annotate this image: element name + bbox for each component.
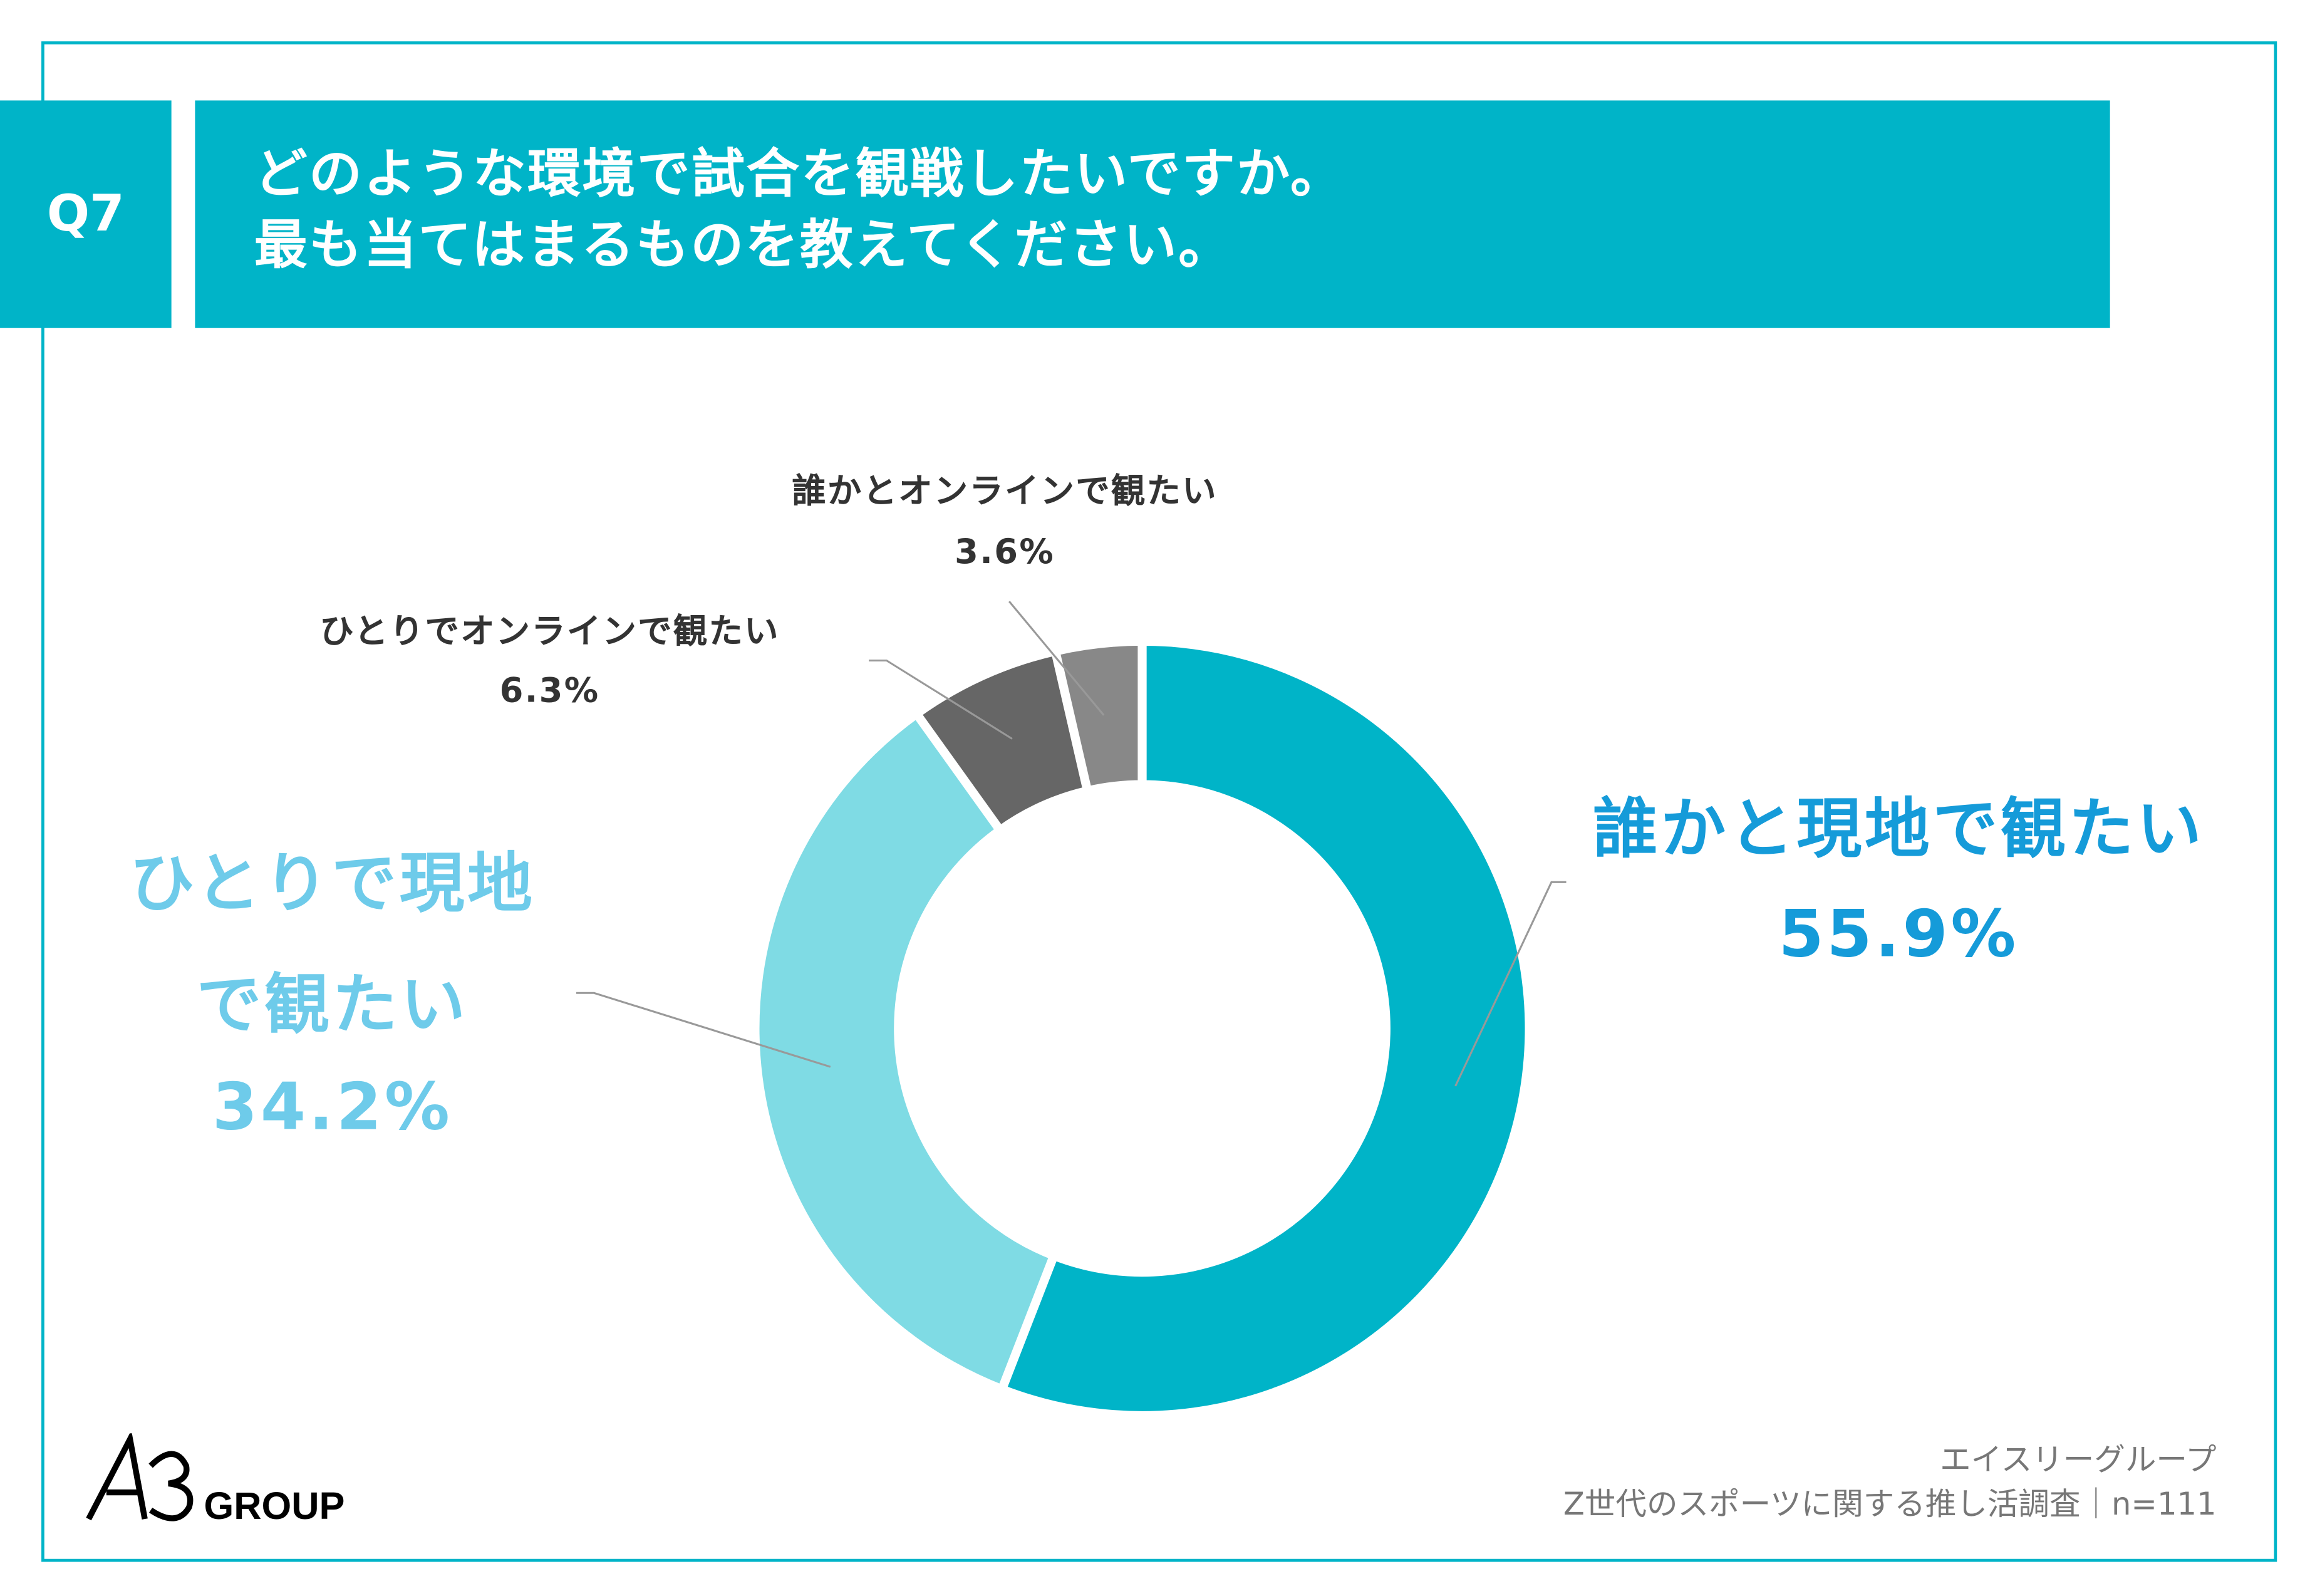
question-number: Q7	[46, 184, 125, 244]
question-title-box: どのような環境で試合を観戦したいですか。 最も当てはまるものを教えてください。	[195, 100, 2110, 328]
label-alone-onsite-line1: ひとりで現地	[129, 846, 536, 923]
leader-line-together-onsite	[1454, 881, 1567, 1087]
label-alone-onsite-line2: で観たい	[196, 968, 469, 1044]
label-alone-online: ひとりでオンラインで観たい	[319, 613, 780, 652]
value-alone-online: 6.3%	[499, 672, 600, 711]
question-title-line1: どのような環境で試合を観戦したいですか。	[254, 145, 1345, 205]
footer-company: エイスリーグループ	[1940, 1442, 2217, 1478]
leader-line-together-online	[1008, 601, 1105, 716]
leader-line-alone-online	[869, 659, 1013, 740]
donut-slice-1	[750, 707, 1060, 1396]
label-together-online: 誰かとオンラインで観たい	[792, 472, 1218, 512]
question-number-badge: Q7	[0, 100, 172, 328]
question-title-line2: 最も当てはまるものを教えてください。	[254, 215, 1233, 277]
value-together-online: 3.6%	[955, 533, 1055, 572]
value-together-onsite: 55.9%	[1778, 896, 2019, 973]
value-alone-onsite: 34.2%	[212, 1069, 453, 1146]
svg-text:GROUP: GROUP	[204, 1484, 345, 1525]
slide-frame	[41, 41, 2277, 1562]
label-together-onsite: 誰かと現地で観たい	[1593, 792, 2205, 868]
leader-line-alone-onsite	[576, 992, 831, 1068]
donut-slice-0	[996, 636, 1534, 1420]
footer-survey: Z世代のスポーツに関する推し活調査｜n=111	[1563, 1486, 2217, 1522]
donut-slice-3	[1050, 636, 1147, 797]
a3group-logo: GROUP	[86, 1430, 352, 1531]
